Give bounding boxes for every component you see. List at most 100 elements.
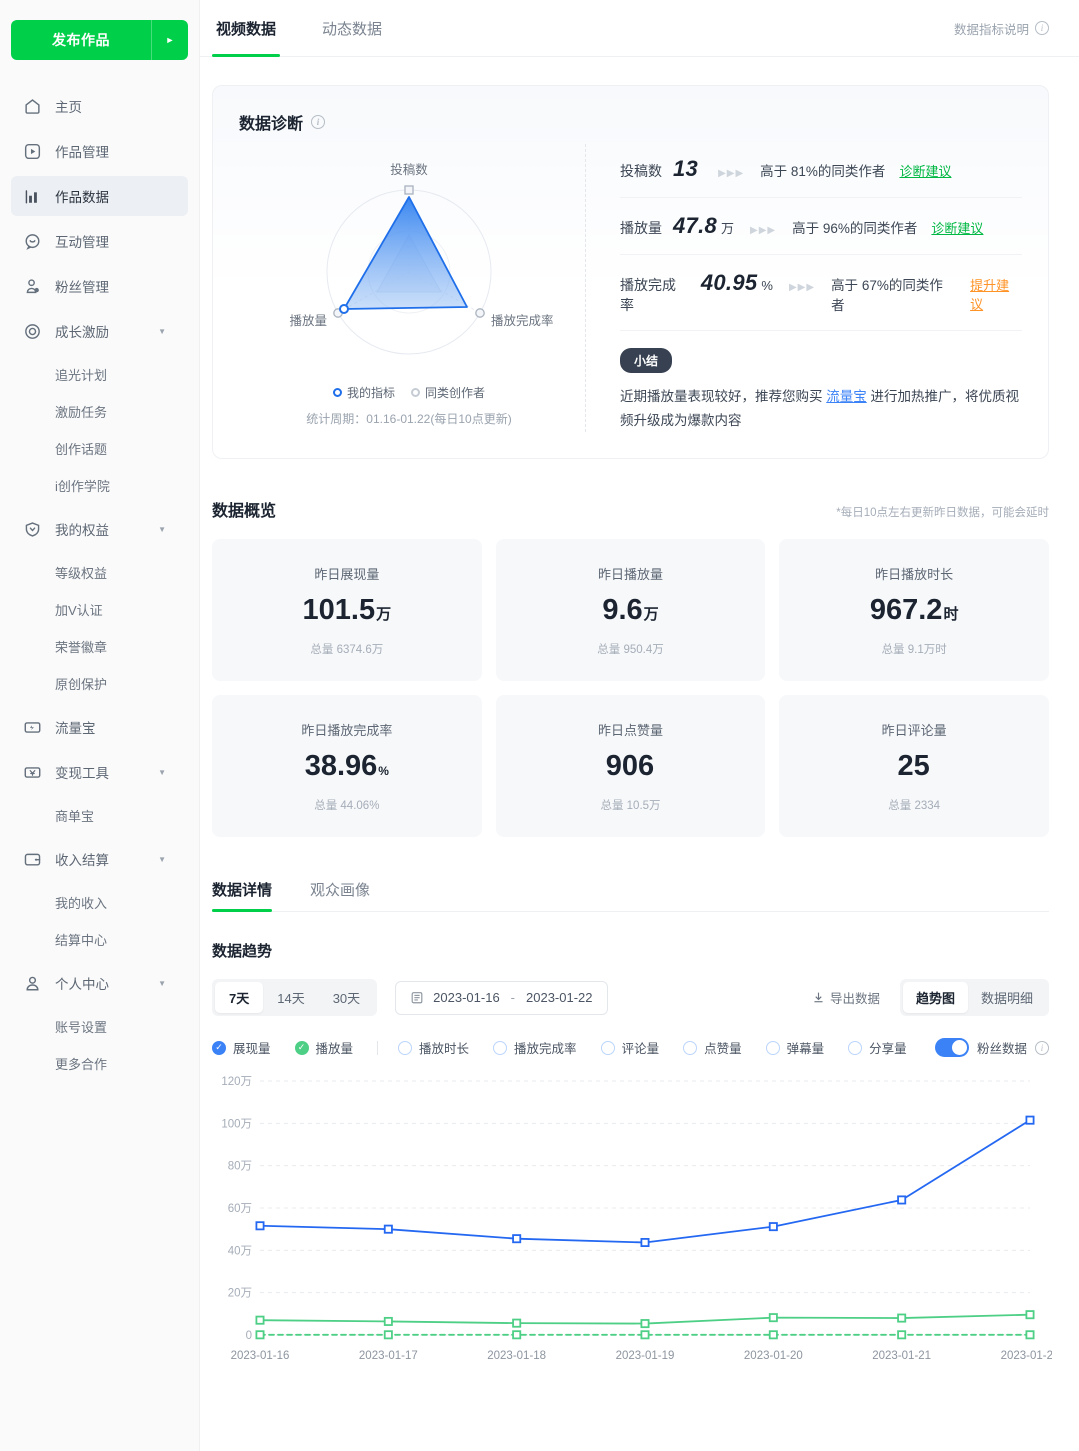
checkbox-icon[interactable]: [683, 1040, 698, 1055]
legend-checkbox-1[interactable]: ✓ 播放量: [294, 1038, 354, 1057]
view-trend-chart-button[interactable]: 趋势图: [902, 982, 968, 1014]
export-data-button[interactable]: 导出数据: [812, 988, 880, 1007]
info-icon[interactable]: i: [311, 115, 326, 129]
data-point-marker: [640, 1330, 650, 1340]
range-7d-button[interactable]: 7天: [215, 982, 264, 1014]
sidebar-item-3[interactable]: 互动管理: [11, 221, 188, 261]
checkbox-icon[interactable]: [398, 1040, 413, 1055]
metric-advice-link[interactable]: 诊断建议: [931, 221, 984, 236]
chevron-down-icon[interactable]: ▼: [158, 326, 166, 336]
legend-checkbox-label: 播放量: [315, 1042, 354, 1057]
sidebar-item-4[interactable]: 粉丝管理: [11, 266, 188, 306]
overview-card-suffix: 时: [943, 605, 959, 623]
checkbox-icon[interactable]: [600, 1040, 615, 1055]
sidebar-item-5[interactable]: 成长激励 ▼: [11, 311, 188, 351]
legend-checkbox-2[interactable]: 播放时长: [398, 1038, 469, 1057]
sidebar-subitem-6[interactable]: 追光计划: [0, 356, 199, 393]
chevron-down-icon[interactable]: ▼: [158, 767, 166, 777]
sidebar-subitem-13[interactable]: 荣誉徽章: [0, 628, 199, 665]
sidebar-subitem-17[interactable]: 商单宝: [0, 797, 199, 834]
y-axis-tick-label: 120万: [221, 1076, 252, 1088]
overview-card-number: 25: [897, 749, 930, 782]
sidebar-subitem-label: 等级权益: [55, 566, 108, 581]
overview-card-number: 906: [605, 749, 655, 782]
main-area: 视频数据 动态数据 数据指标说明 i 数据诊断 i: [200, 0, 1079, 1451]
wallet-icon: [22, 849, 42, 869]
legend-checkbox-4[interactable]: 评论量: [600, 1038, 659, 1057]
date-range-picker[interactable]: 2023-01-16 - 2023-01-22: [395, 980, 608, 1015]
legend-checkbox-0[interactable]: ✓ 展现量: [212, 1038, 271, 1057]
radar-legend-mine-label: 我的指标: [346, 386, 395, 400]
sidebar-item-18[interactable]: 收入结算 ▼: [11, 839, 188, 879]
chevron-down-icon[interactable]: ▼: [158, 524, 166, 534]
data-point-marker: [255, 1330, 265, 1340]
data-point-marker: [383, 1317, 393, 1327]
series-legend: ✓ 展现量 ✓ 播放量 播放时长 播放完成率 评论量 点赞量 弹幕量 分享量 粉丝数据 i: [212, 1038, 1049, 1058]
metric-name: 投稿数: [620, 163, 662, 179]
checkbox-icon[interactable]: ✓: [212, 1040, 226, 1055]
checkbox-icon[interactable]: ✓: [294, 1040, 309, 1055]
caret-right-icon[interactable]: ►: [165, 35, 175, 45]
summary-text-after: 进行加热推广，将优质视频升级成为爆款内容: [620, 389, 1020, 428]
radar-axis-label-0: 投稿数: [390, 162, 428, 177]
tab-video-data[interactable]: 视频数据: [212, 0, 281, 57]
radar-legend-mine[interactable]: 我的指标: [332, 384, 395, 401]
sidebar-subitem-8[interactable]: 创作话题: [0, 430, 199, 467]
sidebar-item-0[interactable]: 主页: [11, 86, 188, 126]
legend-checkbox-6[interactable]: 弹幕量: [765, 1038, 824, 1057]
publish-button[interactable]: 发布作品 ►: [11, 20, 188, 60]
summary-promo-link[interactable]: 流量宝: [826, 389, 867, 404]
legend-checkbox-7[interactable]: 分享量: [848, 1038, 907, 1057]
sidebar-subitem-19[interactable]: 我的收入: [0, 884, 199, 921]
sidebar-subitem-20[interactable]: 结算中心: [0, 921, 199, 958]
sidebar-subitem-7[interactable]: 激励任务: [0, 393, 199, 430]
publish-button-label: 发布作品: [52, 32, 110, 48]
series-line-0: [259, 1119, 1031, 1244]
tab-dynamic-data[interactable]: 动态数据: [318, 0, 386, 57]
sidebar-subitem-9[interactable]: i创作学院: [0, 467, 199, 504]
data-point-marker: [897, 1330, 907, 1340]
sidebar-subitem-11[interactable]: 等级权益: [0, 554, 199, 591]
sidebar-subitem-22[interactable]: 账号设置: [0, 1008, 199, 1045]
legend-checkbox-label: 播放时长: [419, 1042, 470, 1057]
sidebar-item-16[interactable]: 变现工具 ▼: [11, 752, 188, 792]
checkbox-icon[interactable]: [848, 1040, 863, 1055]
chevron-down-icon[interactable]: ▼: [158, 978, 166, 988]
sidebar-item-10[interactable]: 我的权益 ▼: [11, 509, 188, 549]
y-axis-tick-label: 80万: [228, 1161, 252, 1173]
radar-legend-peer[interactable]: 同类创作者: [411, 384, 485, 401]
fans-data-toggle[interactable]: [934, 1038, 969, 1058]
tab-data-detail[interactable]: 数据详情: [212, 879, 273, 913]
legend-checkbox-3[interactable]: 播放完成率: [493, 1038, 577, 1057]
sidebar-subitem-12[interactable]: 加V认证: [0, 591, 199, 628]
sidebar-subitem-23[interactable]: 更多合作: [0, 1045, 199, 1082]
info-icon[interactable]: i: [1035, 1040, 1049, 1055]
metric-unit: %: [761, 278, 773, 293]
sidebar-item-label: 互动管理: [55, 235, 109, 250]
metric-improve-link[interactable]: 提升建议: [970, 278, 1010, 312]
metric-row: 播放完成率 40.95 % ▶▶▶ 高于 67%的同类作者 提升建议: [620, 270, 1022, 331]
sidebar-item-1[interactable]: 作品管理: [11, 131, 188, 171]
legend-checkbox-label: 展现量: [233, 1042, 271, 1057]
sidebar-item-15[interactable]: 流量宝: [11, 707, 188, 747]
data-point-marker: [640, 1238, 650, 1248]
metrics-help-link[interactable]: 数据指标说明 i: [954, 19, 1049, 38]
overview-card-value: 9.6 万: [602, 594, 658, 627]
yuan-ticket-icon: [22, 762, 42, 782]
publish-button-divider: [151, 20, 152, 60]
checkbox-icon[interactable]: [765, 1040, 780, 1055]
checkbox-icon[interactable]: [493, 1040, 508, 1055]
overview-card-label: 昨日展现量: [314, 566, 380, 582]
legend-checkbox-5[interactable]: 点赞量: [683, 1038, 742, 1057]
view-data-table-button[interactable]: 数据明细: [980, 991, 1033, 1007]
sidebar-item-21[interactable]: 个人中心 ▼: [11, 963, 188, 1003]
sidebar-item-2[interactable]: 作品数据: [11, 176, 188, 216]
tab-audience-profile[interactable]: 观众画像: [310, 879, 370, 911]
range-14d-button[interactable]: 14天: [277, 991, 305, 1007]
range-30d-button[interactable]: 30天: [332, 991, 361, 1007]
sidebar-subitem-14[interactable]: 原创保护: [0, 665, 199, 702]
info-icon[interactable]: i: [1035, 21, 1049, 35]
metric-advice-link[interactable]: 诊断建议: [899, 164, 952, 179]
chevron-down-icon[interactable]: ▼: [158, 854, 166, 864]
